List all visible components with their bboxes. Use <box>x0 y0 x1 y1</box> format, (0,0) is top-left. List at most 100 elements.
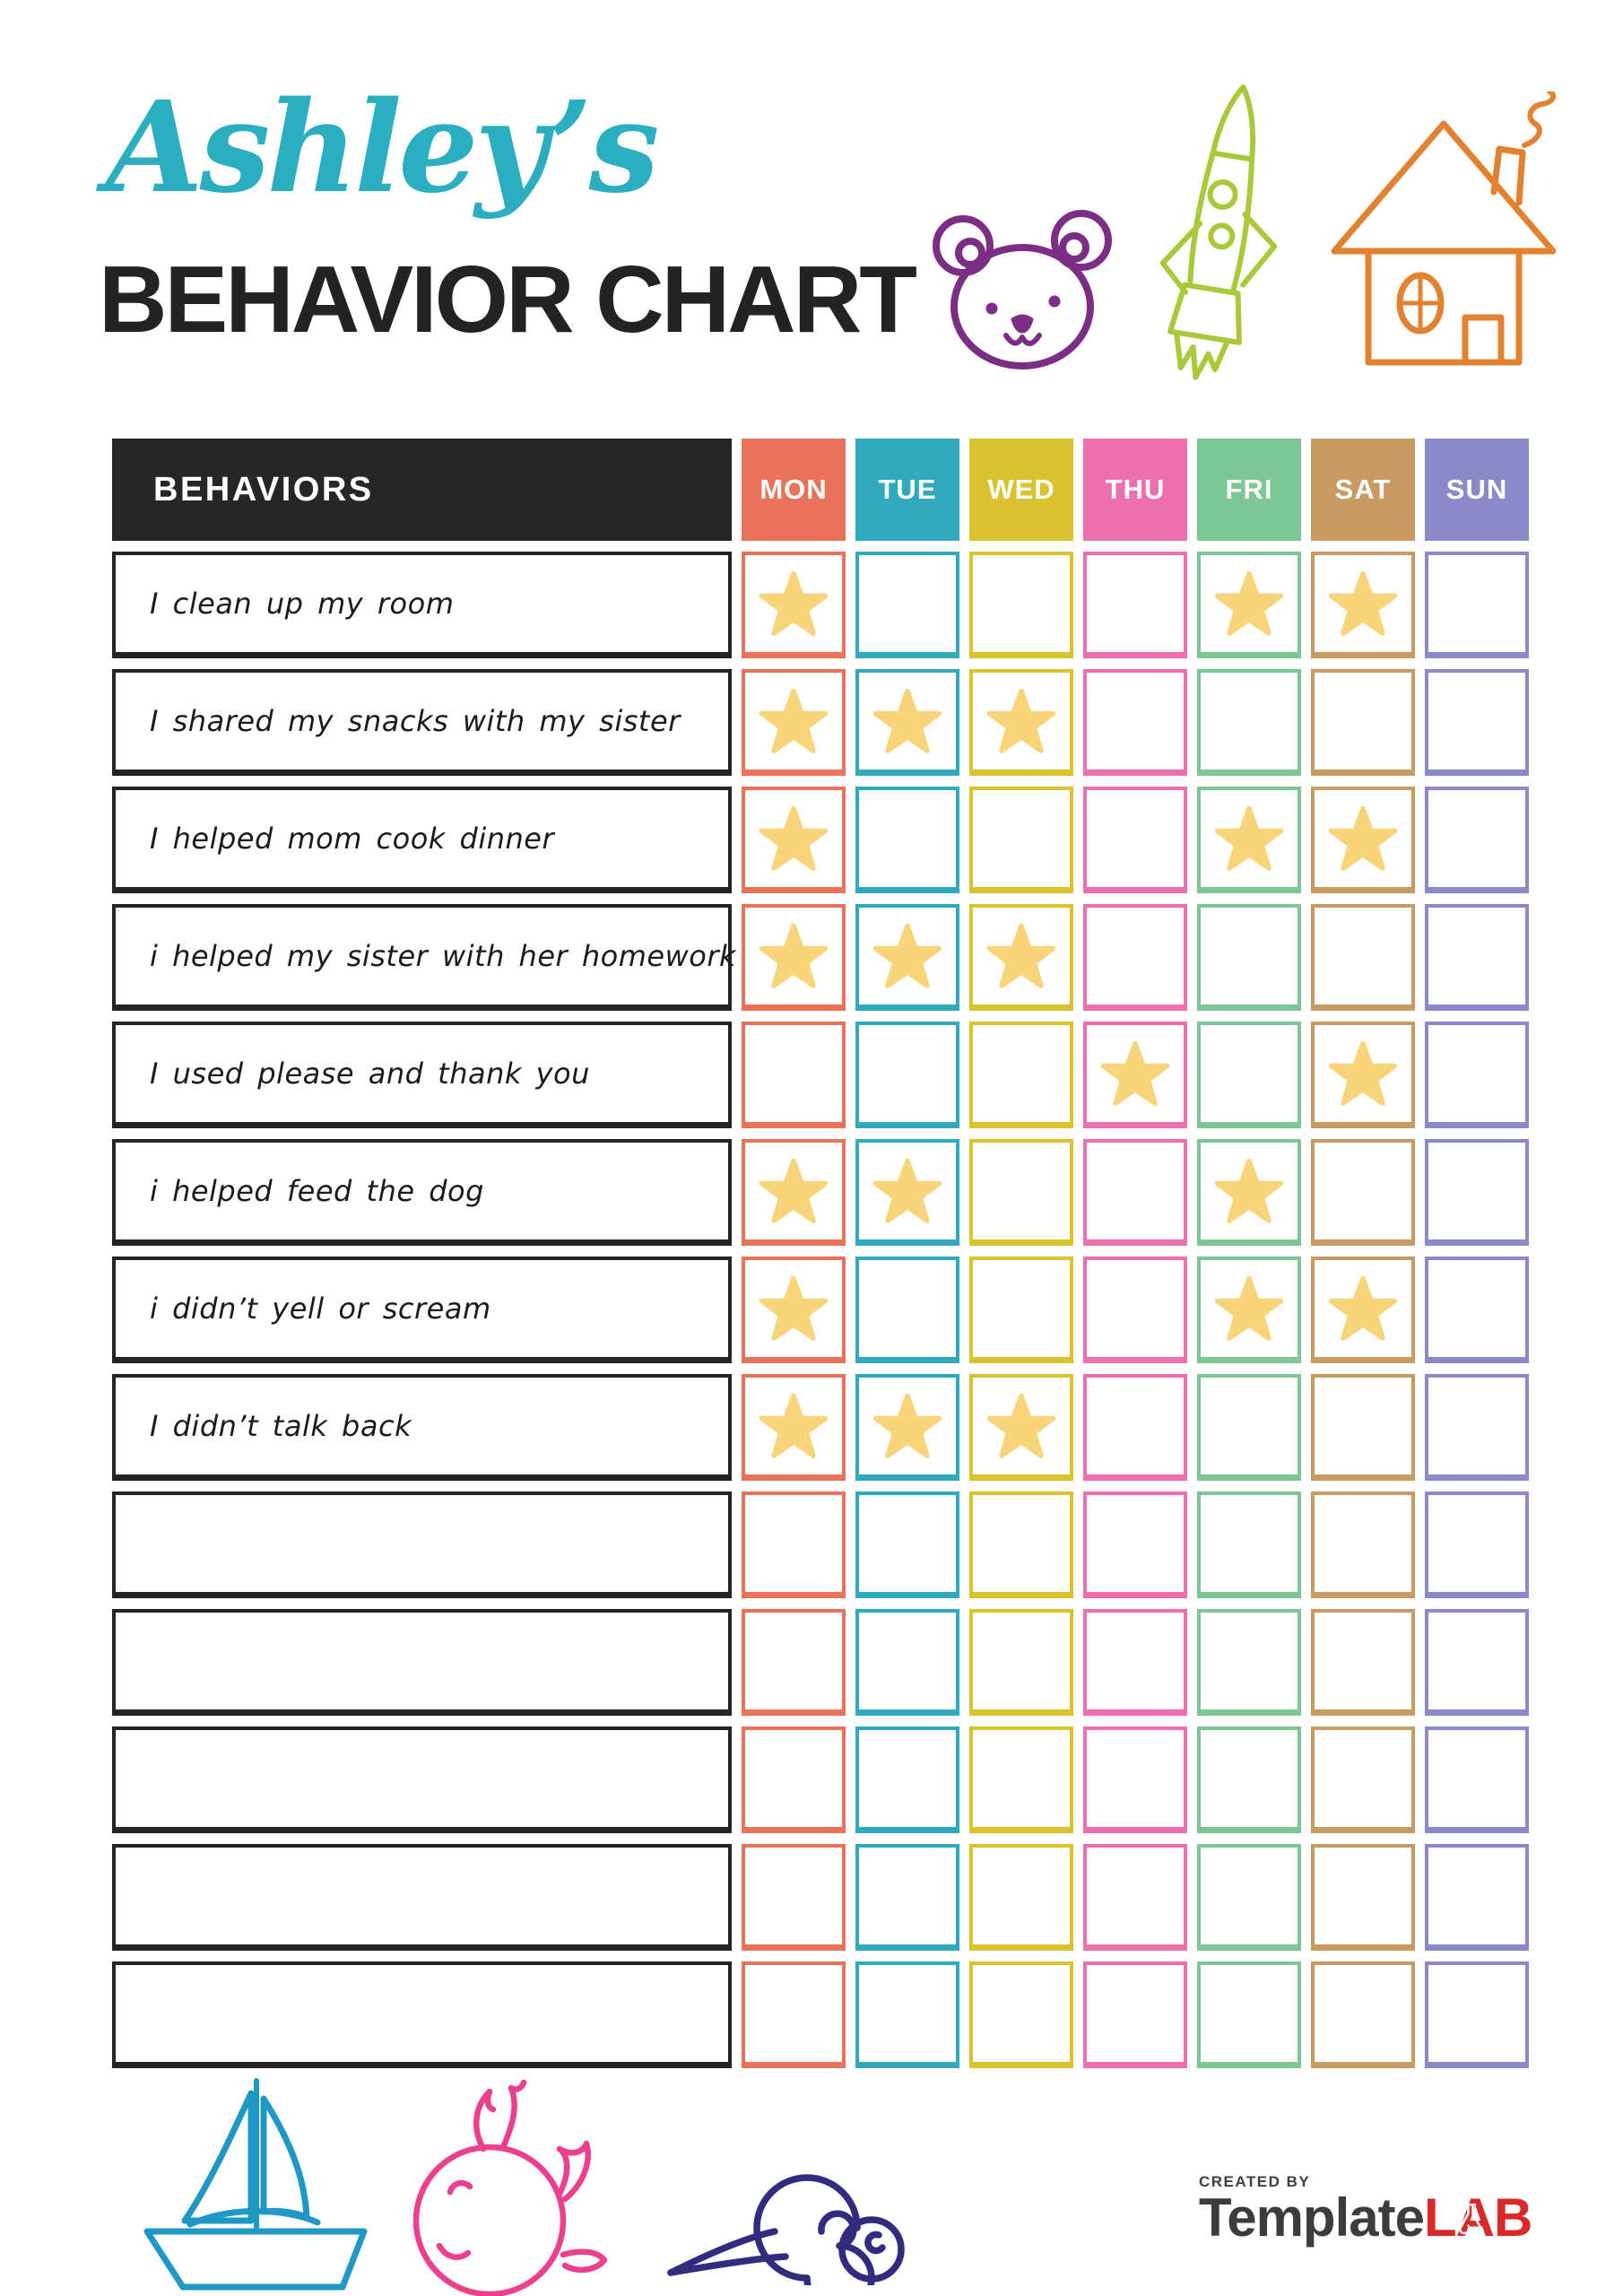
cell-row9-fri <box>1197 1492 1301 1598</box>
star-icon <box>873 1393 942 1458</box>
cell-row9-sat <box>1311 1492 1415 1598</box>
day-header-label: SUN <box>1445 474 1508 505</box>
day-header-label: TUE <box>878 474 937 505</box>
day-header-label: THU <box>1105 474 1166 505</box>
cell-row7-sun <box>1425 1257 1529 1363</box>
cell-row3-thu <box>1083 787 1187 893</box>
cell-row2-wed <box>969 669 1073 776</box>
cell-row3-sat <box>1311 787 1415 893</box>
cell-row12-sat <box>1311 1844 1415 1951</box>
cell-row1-wed <box>969 552 1073 658</box>
cell-row9-wed <box>969 1492 1073 1598</box>
cell-row4-thu <box>1083 904 1187 1011</box>
star-icon <box>987 923 1055 988</box>
cell-row2-mon <box>742 669 846 776</box>
cell-row11-thu <box>1083 1726 1187 1833</box>
star-icon <box>759 1275 828 1341</box>
star-icon <box>1329 1040 1397 1106</box>
behavior-text: i helped my sister with her homework <box>150 939 736 973</box>
behavior-row-9-label-box <box>112 1492 732 1598</box>
rocket-icon <box>1159 84 1278 380</box>
cell-row13-tue <box>855 1961 959 2068</box>
teddy-bear-icon <box>933 210 1112 370</box>
house-icon <box>1331 91 1557 366</box>
cell-row11-sat <box>1311 1726 1415 1833</box>
cell-row3-tue <box>855 787 959 893</box>
cell-row1-tue <box>855 552 959 658</box>
cell-row5-fri <box>1197 1022 1301 1128</box>
snail-icon <box>667 2174 905 2285</box>
brand-template-text: Template <box>1199 2187 1425 2248</box>
cell-row6-tue <box>855 1139 959 1246</box>
cell-row5-sat <box>1311 1022 1415 1128</box>
behavior-text: I shared my snacks with my sister <box>150 704 681 738</box>
cell-row1-fri <box>1197 552 1301 658</box>
cell-row11-tue <box>855 1726 959 1833</box>
star-icon <box>1329 805 1397 871</box>
cell-row6-thu <box>1083 1139 1187 1246</box>
cell-row9-thu <box>1083 1492 1187 1598</box>
page-title-name: Ashley’s <box>106 74 660 222</box>
brand-lab-letters: LAB <box>1423 2187 1532 2248</box>
templatelab-logo: CREATED BY TemplateLAB <box>1199 2174 1532 2245</box>
cell-row12-fri <box>1197 1844 1301 1951</box>
cell-row10-mon <box>742 1609 846 1716</box>
cell-row10-sun <box>1425 1609 1529 1716</box>
day-header-label: WED <box>987 474 1055 505</box>
star-icon <box>873 688 942 753</box>
star-icon <box>1215 1158 1283 1223</box>
cell-row3-sun <box>1425 787 1529 893</box>
star-icon <box>1329 1275 1397 1341</box>
brand-wordmark: TemplateLAB <box>1199 2191 1532 2245</box>
page-title: BEHAVIOR CHART <box>99 247 917 352</box>
cell-row1-thu <box>1083 552 1187 658</box>
star-icon <box>759 688 828 753</box>
behavior-text: i helped feed the dog <box>150 1174 484 1208</box>
cell-row9-tue <box>855 1492 959 1598</box>
behavior-row-10-label-box <box>112 1609 732 1716</box>
cell-row2-fri <box>1197 669 1301 776</box>
cell-row5-sun <box>1425 1022 1529 1128</box>
cell-row4-wed <box>969 904 1073 1011</box>
cell-row8-sat <box>1311 1374 1415 1481</box>
cell-row6-sun <box>1425 1139 1529 1246</box>
cell-row13-sun <box>1425 1961 1529 2068</box>
cell-row4-tue <box>855 904 959 1011</box>
star-icon <box>1215 805 1283 871</box>
cell-row11-mon <box>742 1726 846 1833</box>
star-icon <box>987 688 1055 753</box>
behaviors-header-label: BEHAVIORS <box>153 470 374 509</box>
cell-row8-wed <box>969 1374 1073 1481</box>
cell-row4-sun <box>1425 904 1529 1011</box>
behavior-text: I didn’t talk back <box>150 1409 412 1443</box>
cell-row13-sat <box>1311 1961 1415 2068</box>
day-header-tue: TUE <box>855 439 959 541</box>
cell-row7-thu <box>1083 1257 1187 1363</box>
sailboat-icon <box>143 2078 368 2291</box>
cell-row4-sat <box>1311 904 1415 1011</box>
cell-row6-sat <box>1311 1139 1415 1246</box>
star-icon <box>759 1158 828 1223</box>
cell-row8-thu <box>1083 1374 1187 1481</box>
day-header-sun: SUN <box>1425 439 1529 541</box>
cell-row12-sun <box>1425 1844 1529 1951</box>
cell-row8-sun <box>1425 1374 1529 1481</box>
behavior-text: i didn’t yell or scream <box>150 1292 491 1326</box>
star-icon <box>1215 1275 1283 1341</box>
behavior-row-12-label-box <box>112 1844 732 1951</box>
cell-row8-tue <box>855 1374 959 1481</box>
star-icon <box>1215 570 1283 636</box>
cell-row11-sun <box>1425 1726 1529 1833</box>
brand-lab-text: LAB <box>1424 2191 1532 2245</box>
created-by-label: CREATED BY <box>1199 2173 1311 2190</box>
cell-row13-mon <box>742 1961 846 2068</box>
behaviors-column-header: BEHAVIORS <box>112 439 732 541</box>
day-header-thu: THU <box>1083 439 1187 541</box>
cell-row4-fri <box>1197 904 1301 1011</box>
behavior-chart-table: BEHAVIORS MON TUE WED THU FRI SAT SUN I clean u… <box>112 439 1529 2068</box>
behavior-row-4-label-box: i helped my sister with her homework <box>112 904 736 1011</box>
behavior-row-3-label-box: I helped mom cook dinner <box>112 787 732 893</box>
behavior-row-11-label-box <box>112 1726 732 1833</box>
day-header-label: MON <box>759 474 828 505</box>
cell-row7-tue <box>855 1257 959 1363</box>
